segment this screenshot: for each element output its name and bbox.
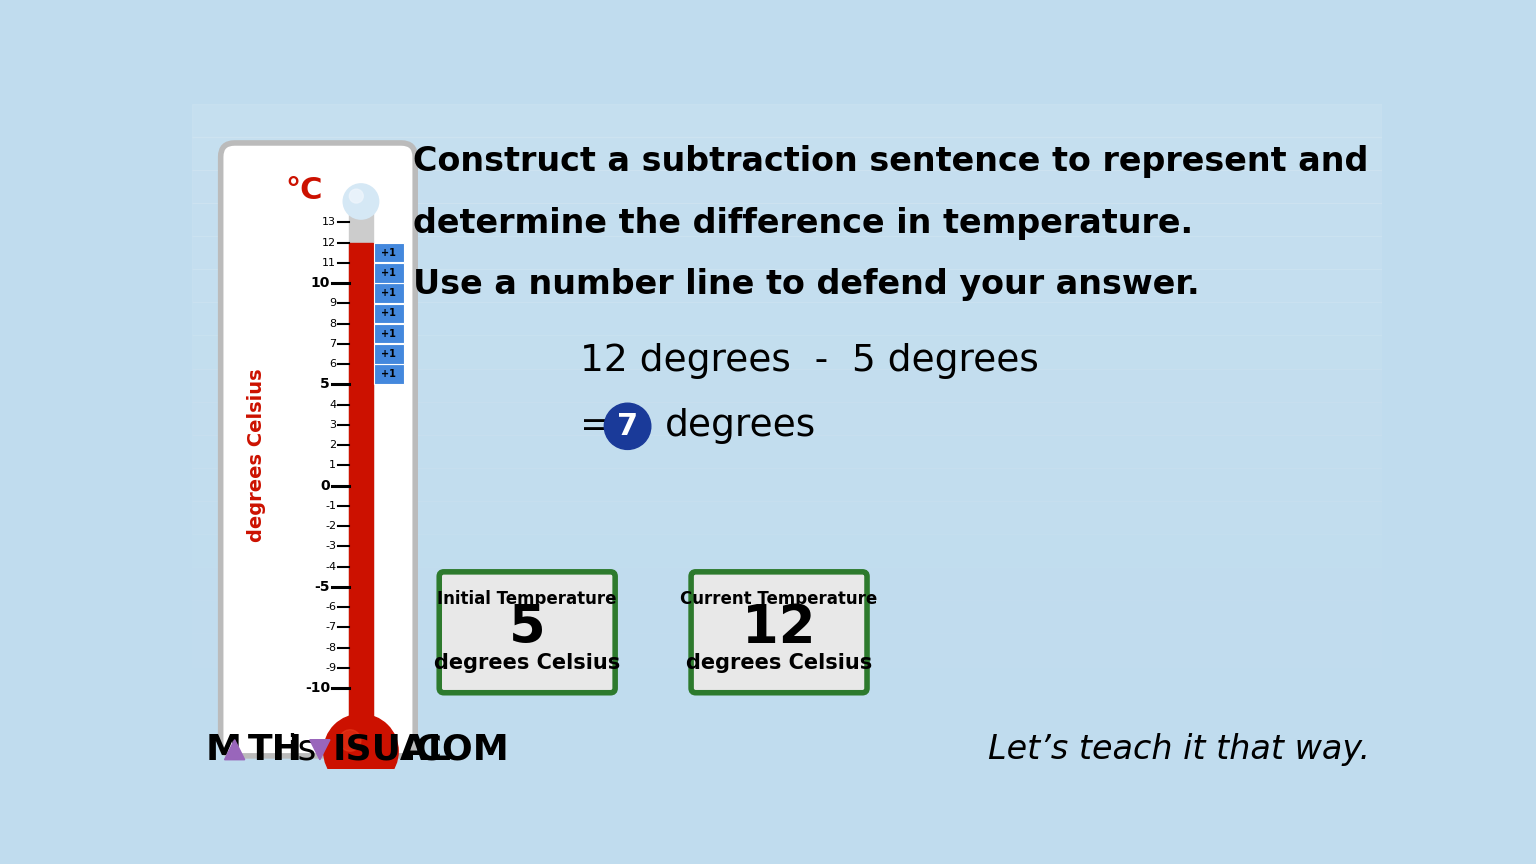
Bar: [375, 283, 404, 303]
Bar: [192, 534, 1382, 568]
FancyBboxPatch shape: [691, 572, 866, 693]
Text: Use a number line to defend your answer.: Use a number line to defend your answer.: [413, 269, 1200, 302]
Text: -1: -1: [326, 501, 336, 511]
Bar: [192, 104, 1382, 137]
Bar: [375, 324, 404, 343]
Text: M: M: [206, 733, 243, 766]
Text: +1: +1: [381, 248, 396, 257]
Text: +1: +1: [381, 349, 396, 359]
FancyBboxPatch shape: [221, 143, 415, 756]
Text: 7: 7: [329, 339, 336, 349]
Text: 11: 11: [323, 257, 336, 268]
Circle shape: [349, 189, 364, 203]
Bar: [192, 666, 1382, 700]
Circle shape: [604, 403, 651, 449]
Text: 3: 3: [329, 420, 336, 429]
Text: -2: -2: [326, 521, 336, 531]
Bar: [375, 344, 404, 364]
Text: +1: +1: [381, 268, 396, 278]
Text: 10: 10: [310, 276, 330, 290]
Text: 5: 5: [508, 602, 545, 654]
Text: degrees: degrees: [665, 409, 816, 444]
Text: ISUAL: ISUAL: [333, 733, 452, 766]
Bar: [192, 170, 1382, 203]
Bar: [375, 264, 404, 283]
Bar: [375, 365, 404, 384]
Text: -4: -4: [326, 562, 336, 572]
Text: -6: -6: [326, 602, 336, 612]
Bar: [192, 435, 1382, 468]
Text: -8: -8: [326, 643, 336, 652]
Text: degrees Celsius: degrees Celsius: [247, 368, 266, 542]
Bar: [192, 236, 1382, 270]
Text: 6: 6: [329, 359, 336, 369]
Text: determine the difference in temperature.: determine the difference in temperature.: [413, 206, 1193, 240]
Bar: [192, 600, 1382, 633]
Bar: [349, 200, 373, 719]
Text: TH: TH: [247, 733, 303, 766]
Circle shape: [344, 185, 378, 219]
Text: 7: 7: [617, 412, 637, 441]
Text: -7: -7: [326, 622, 336, 632]
Text: Construct a subtraction sentence to represent and: Construct a subtraction sentence to repr…: [413, 145, 1369, 178]
Bar: [192, 568, 1382, 600]
Bar: [192, 501, 1382, 534]
Text: -5: -5: [315, 580, 330, 594]
Bar: [192, 700, 1382, 733]
Text: 1: 1: [329, 461, 336, 470]
Text: is: is: [275, 733, 327, 766]
Bar: [375, 243, 404, 263]
Text: Initial Temperature: Initial Temperature: [438, 590, 617, 608]
Text: 8: 8: [329, 319, 336, 328]
Text: +1: +1: [381, 369, 396, 379]
Text: +1: +1: [381, 308, 396, 319]
Text: -10: -10: [304, 681, 330, 696]
FancyBboxPatch shape: [439, 572, 614, 693]
Bar: [192, 633, 1382, 666]
Text: 0: 0: [321, 479, 330, 492]
Bar: [349, 243, 373, 719]
Text: 12 degrees  -  5 degrees: 12 degrees - 5 degrees: [579, 343, 1038, 378]
Text: 12: 12: [323, 238, 336, 247]
Text: +1: +1: [381, 328, 396, 339]
Text: 12: 12: [742, 602, 816, 654]
Text: 9: 9: [329, 298, 336, 308]
Text: degrees Celsius: degrees Celsius: [687, 652, 872, 673]
Bar: [192, 468, 1382, 501]
Text: degrees Celsius: degrees Celsius: [435, 652, 621, 673]
Bar: [192, 203, 1382, 236]
Circle shape: [339, 730, 361, 752]
Text: 5: 5: [319, 378, 330, 391]
Bar: [192, 733, 1382, 766]
Text: .COM: .COM: [402, 733, 510, 766]
Text: °C: °C: [286, 176, 323, 205]
Text: =: =: [579, 409, 611, 444]
Bar: [192, 270, 1382, 302]
Bar: [192, 335, 1382, 369]
Text: -3: -3: [326, 542, 336, 551]
Text: 13: 13: [323, 217, 336, 227]
Circle shape: [324, 715, 398, 788]
Text: -9: -9: [326, 663, 336, 673]
Text: Let’s teach it that way.: Let’s teach it that way.: [988, 734, 1370, 766]
Text: 4: 4: [329, 399, 336, 410]
Text: +1: +1: [381, 289, 396, 298]
Polygon shape: [224, 740, 244, 759]
Bar: [192, 402, 1382, 435]
Text: Current Temperature: Current Temperature: [680, 590, 877, 608]
Text: 2: 2: [329, 440, 336, 450]
Bar: [192, 302, 1382, 335]
Bar: [375, 303, 404, 323]
Bar: [192, 369, 1382, 402]
Polygon shape: [310, 740, 330, 759]
Bar: [192, 137, 1382, 170]
